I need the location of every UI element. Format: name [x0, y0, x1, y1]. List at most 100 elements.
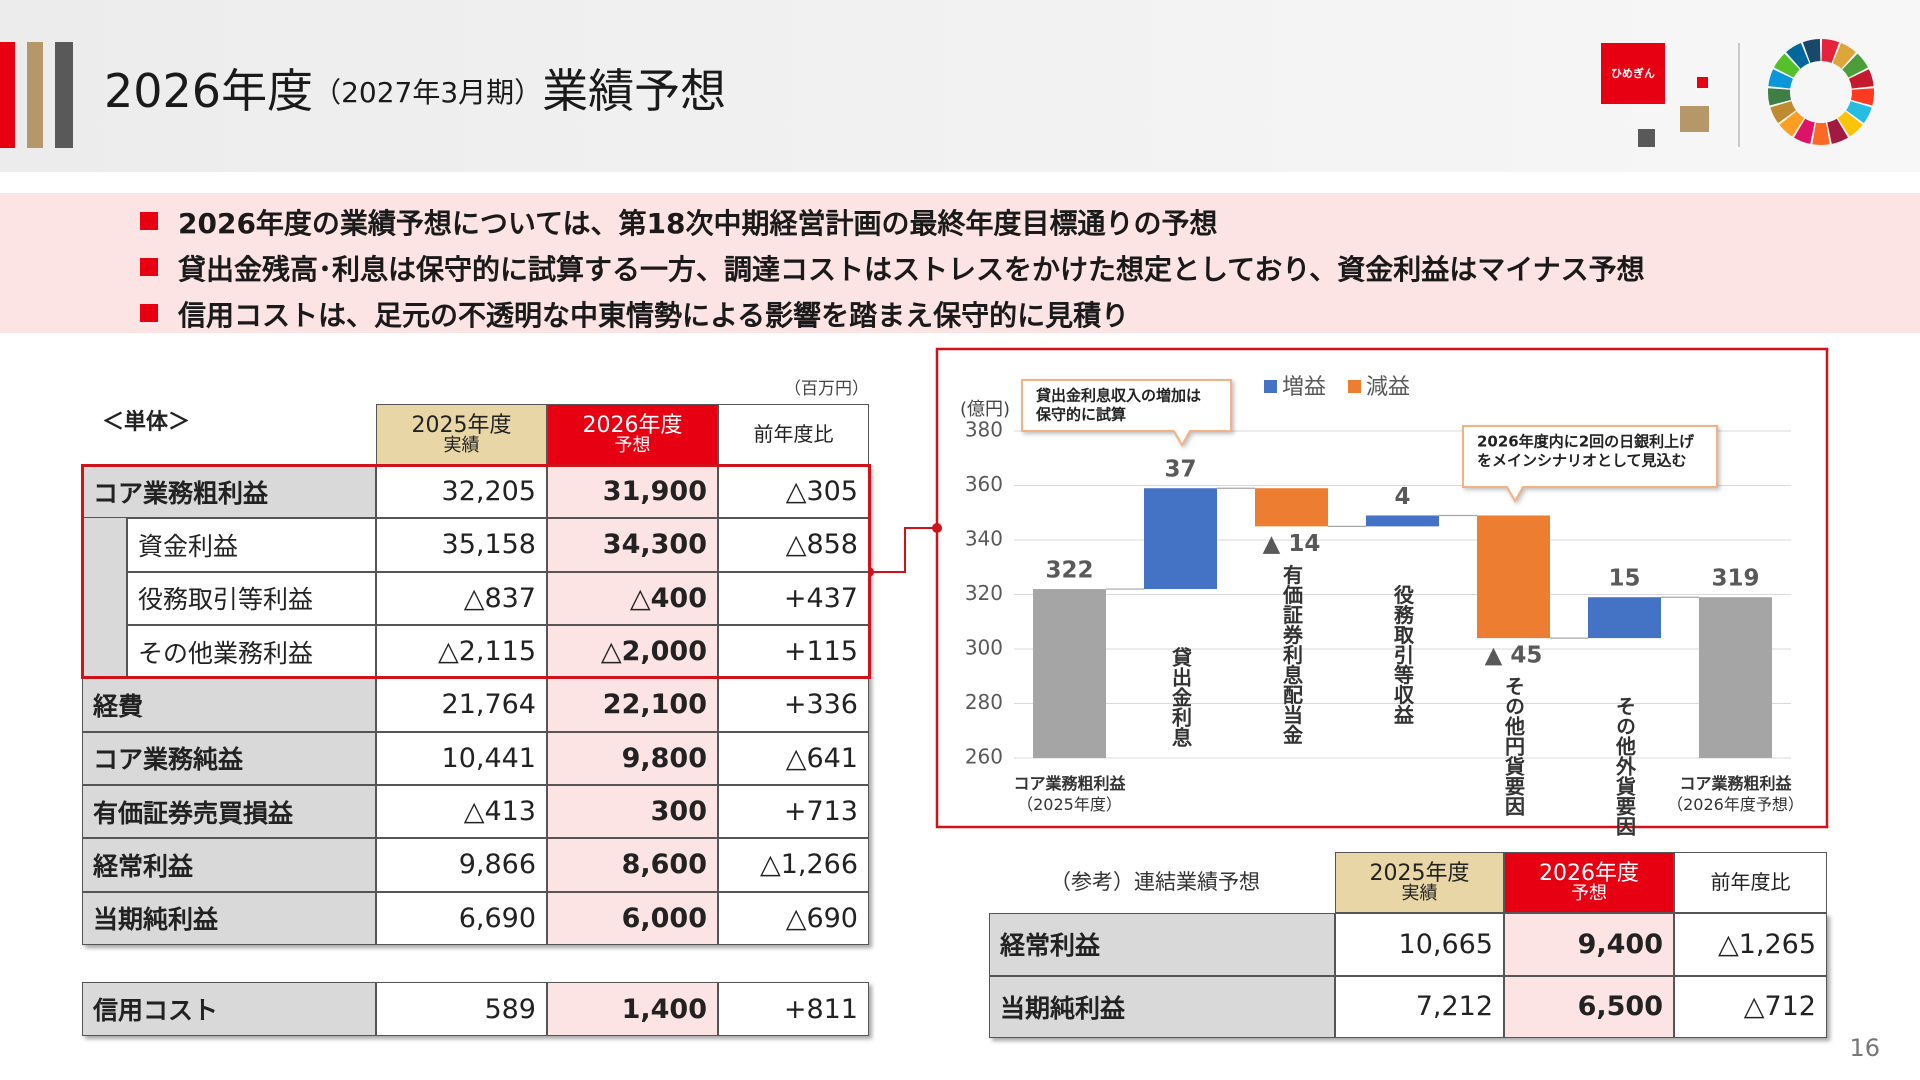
table-caption: （参考）連結業績予想	[1050, 870, 1260, 894]
unit: （百万円）	[784, 379, 869, 399]
header-line: 予想	[614, 434, 651, 456]
label-line: コア業務粗利益	[1679, 774, 1792, 793]
sdg-segment	[1846, 101, 1872, 124]
sdg-segment	[1849, 69, 1874, 89]
sdgs-wheel	[1767, 39, 1875, 146]
header-line: 予想	[1571, 882, 1607, 904]
section-label: ＜単体＞	[102, 410, 191, 435]
legend-label: 増益	[1282, 375, 1326, 400]
cell-value: 1,400	[547, 982, 718, 1036]
bullet: 信用コストは、足元の不透明な中東情勢による影響を踏まえ保守的に見積り	[139, 294, 1129, 334]
cell-value: 6,000	[547, 891, 718, 945]
bar	[1255, 488, 1328, 527]
header-line: 2026年度	[582, 412, 683, 438]
row-label: コア業務純益	[82, 731, 376, 785]
callout-box	[1021, 379, 1232, 448]
highlight-box	[81, 464, 871, 680]
stripe	[55, 42, 73, 148]
cell-value: 8,600	[547, 838, 718, 892]
cell-value: △837	[376, 571, 547, 625]
column-header: 前年度比	[718, 404, 869, 465]
row-label: 経常利益	[989, 913, 1335, 976]
sdg-segment	[1794, 118, 1815, 144]
sdg-segment	[1812, 122, 1830, 146]
cell-value: 9,400	[1504, 913, 1674, 976]
sdg-segment	[1768, 69, 1793, 89]
label-line: コア業務粗利益	[1013, 774, 1126, 793]
header-band	[0, 0, 1920, 172]
x-tick-label: その他円貨要因	[1502, 676, 1526, 816]
cell-value: △2,115	[376, 625, 547, 679]
cell-value: △1,266	[718, 838, 869, 892]
column-header: 前年度比	[1674, 852, 1827, 913]
title: 2026年度（2027年3月期）業績予想	[104, 64, 726, 118]
header-line: 2026年度	[1539, 860, 1639, 886]
title-main: 2026年度	[104, 64, 313, 118]
column-header: 2025年度 実績	[376, 404, 547, 465]
row-label: 当期純利益	[989, 975, 1335, 1038]
row-label: 有価証券売買損益	[82, 785, 376, 839]
y-tick-label: 300	[965, 636, 1003, 660]
cell-value: △641	[718, 731, 869, 785]
cell-value: +437	[718, 571, 869, 625]
x-tick-label: コア業務粗利益 （2026年度予想）	[1667, 774, 1804, 814]
cell-value: △305	[718, 465, 869, 519]
legend-swatch	[1264, 380, 1277, 393]
cell-value: △1,265	[1674, 913, 1827, 976]
logo-square	[1638, 129, 1655, 147]
logo-square	[1697, 77, 1708, 88]
sdg-segment	[1767, 88, 1791, 106]
indent-cell	[82, 518, 127, 572]
sdg-segment	[1837, 111, 1863, 137]
bar	[1033, 589, 1106, 758]
y-tick-label: 280	[965, 690, 1003, 714]
header-line: 実績	[443, 434, 480, 456]
header-line: 2025年度	[411, 412, 512, 438]
bar	[1366, 515, 1439, 527]
column-header: 2026年度 予想	[547, 404, 718, 465]
sdg-segment	[1851, 88, 1875, 106]
value-label: ▲ 45	[1485, 643, 1543, 669]
sdg-segment	[1832, 43, 1856, 69]
value-label: 15	[1608, 566, 1640, 592]
page-number: 16	[1849, 1034, 1880, 1062]
y-tick-label: 360	[965, 472, 1003, 496]
x-tick-label: その他外貨要因	[1613, 696, 1637, 836]
callout-text: 貸出金利息収入の増加は	[1036, 387, 1201, 405]
connector-dot	[932, 523, 942, 533]
bar	[1699, 597, 1772, 758]
cell-value: △712	[1674, 975, 1827, 1038]
bullet: 2026年度の業績予想については、第18次中期経営計画の最終年度目標通りの予想	[140, 202, 1218, 242]
indent-cell	[82, 625, 127, 679]
callout-text: 保守的に試算	[1035, 406, 1126, 424]
x-tick-label: 役務取引等収益	[1391, 583, 1415, 724]
cell-value: 34,300	[547, 518, 718, 572]
value-label: 322	[1045, 558, 1093, 584]
row-label: 役務取引等利益	[127, 571, 376, 625]
sdg-segment	[1770, 101, 1796, 124]
row-label: 経費	[82, 678, 376, 732]
cell-value: 6,500	[1504, 975, 1674, 1038]
legend-label: 減益	[1366, 375, 1410, 400]
x-tick-label: 有価証券利息配当金	[1280, 563, 1304, 744]
cell-value: △858	[718, 518, 869, 572]
row-label: 資金利益	[127, 518, 376, 572]
cell-value: +115	[718, 625, 869, 679]
row-label: 経常利益	[82, 838, 376, 892]
logo-text: ひめぎん	[1611, 66, 1655, 80]
stripe	[27, 42, 43, 148]
row-label: 信用コスト	[82, 982, 376, 1036]
cell-value: +336	[718, 678, 869, 732]
y-axis-label: (億円)	[960, 399, 1010, 420]
logo	[1601, 43, 1665, 104]
value-label: ▲ 14	[1263, 531, 1321, 557]
callout-text: をメインシナリオとして見込む	[1477, 452, 1687, 470]
label-line: （2026年度予想）	[1667, 795, 1804, 814]
cell-value: 9,866	[376, 838, 547, 892]
cell-value: 300	[547, 785, 718, 839]
bar	[1588, 597, 1661, 639]
y-tick-label: 320	[965, 581, 1003, 605]
cell-value: 7,212	[1335, 975, 1504, 1038]
